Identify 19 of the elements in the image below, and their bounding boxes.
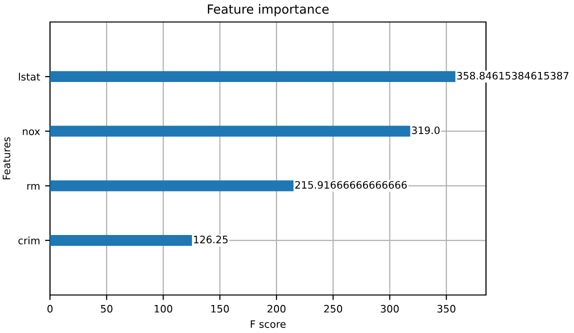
chart-title: Feature importance xyxy=(208,4,329,16)
y-tick-label: crim xyxy=(18,236,40,244)
x-tick-label: 300 xyxy=(380,304,399,313)
x-tick-label: 350 xyxy=(437,304,456,313)
x-tick-label: 150 xyxy=(211,304,229,313)
x-tick-label: 0 xyxy=(47,304,53,313)
y-tick-label: lstat xyxy=(18,72,40,81)
y-tick-label: nox xyxy=(22,129,40,136)
x-tick-label: 250 xyxy=(324,304,342,313)
x-tick-label: 100 xyxy=(154,304,172,313)
y-axis-title: Features xyxy=(2,137,10,180)
x-tick-label: 50 xyxy=(100,304,112,313)
data-label: 358.84615384615387 xyxy=(457,72,568,80)
y-tick-label: rm xyxy=(27,184,40,190)
x-tick-label: 200 xyxy=(268,304,286,313)
data-label: 126.25 xyxy=(194,236,228,244)
data-label: 319.0 xyxy=(412,126,440,134)
x-axis-title: F score xyxy=(250,320,286,328)
data-label: 215.91666666666666 xyxy=(295,181,407,189)
